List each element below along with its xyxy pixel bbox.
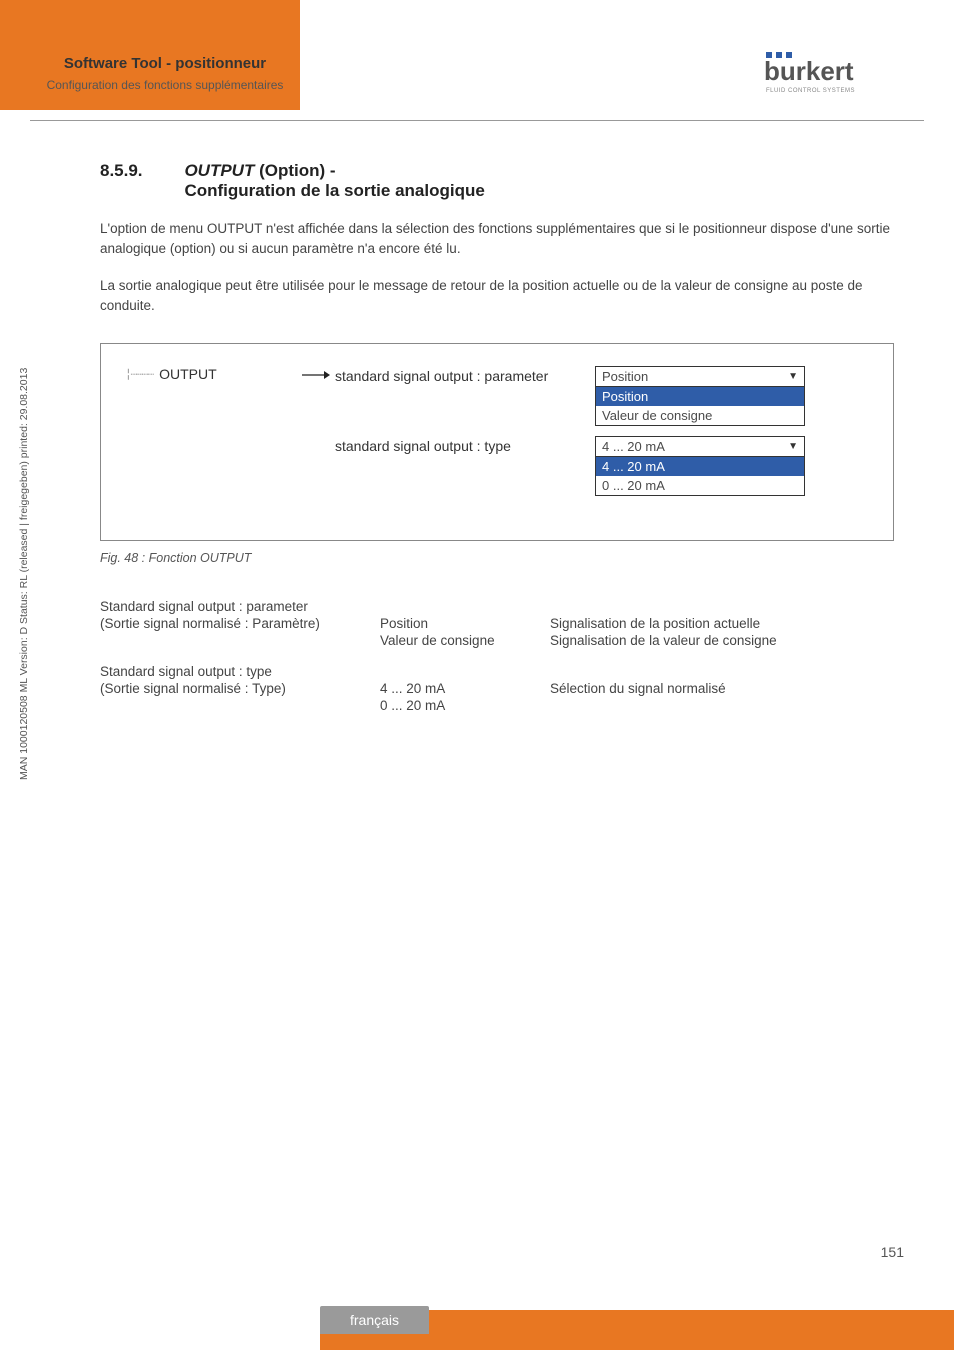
dropdown-type-opt-highlight[interactable]: 4 ... 20 mA <box>596 457 804 476</box>
logo-text: burkert <box>764 56 854 86</box>
def-row: Standard signal output : type <box>100 664 894 679</box>
paragraph-2: La sortie analogique peut être utilisée … <box>100 276 894 315</box>
page-number: 151 <box>881 1244 904 1260</box>
burkert-logo-icon: burkert FLUID CONTROL SYSTEMS <box>764 50 894 94</box>
section-title-r1: (Option) - <box>254 161 335 180</box>
section-title-r2: Configuration de la sortie analogique <box>184 181 484 200</box>
section-title-italic: OUTPUT <box>184 161 254 180</box>
dropdown-parameter-value: Position <box>602 369 648 384</box>
def-gap <box>100 650 894 664</box>
def-g2-l2c2: 4 ... 20 mA <box>380 681 550 696</box>
figure-caption: Fig. 48 : Fonction OUTPUT <box>100 551 894 565</box>
diagram-row-1: ╎┈┈┈┈ OUTPUT standard signal output : pa… <box>125 366 869 426</box>
def-g2-l2c1: (Sortie signal normalisé : Type) <box>100 681 380 696</box>
language-tab: français <box>320 1306 429 1334</box>
section-number: 8.5.9. <box>100 161 180 181</box>
logo-subtext: FLUID CONTROL SYSTEMS <box>766 88 855 94</box>
doc-subtitle: Configuration des fonctions supplémentai… <box>30 78 300 92</box>
main-content: 8.5.9. OUTPUT (Option) - Configuration d… <box>0 121 954 713</box>
section-heading: 8.5.9. OUTPUT (Option) - Configuration d… <box>100 161 894 201</box>
param-label-1: standard signal output : parameter <box>335 366 595 384</box>
def-g1-l2c1: (Sortie signal normalisé : Paramètre) <box>100 616 380 631</box>
dropdown-type-selected[interactable]: 4 ... 20 mA ▼ <box>596 437 804 457</box>
def-g1-l3c3: Signalisation de la valeur de consigne <box>550 633 894 648</box>
footer-orange-block: français <box>320 1310 954 1350</box>
header-block: Software Tool - positionneur Configurati… <box>30 55 300 92</box>
brand-logo: burkert FLUID CONTROL SYSTEMS <box>764 50 894 99</box>
def-row: (Sortie signal normalisé : Paramètre) Po… <box>100 616 894 631</box>
chevron-down-icon: ▼ <box>788 441 798 452</box>
def-row: (Sortie signal normalisé : Type) 4 ... 2… <box>100 681 894 696</box>
chevron-down-icon: ▼ <box>788 371 798 382</box>
tree-dots-icon: ╎┈┈┈┈ <box>125 368 153 381</box>
def-g2-l2c3: Sélection du signal normalisé <box>550 681 894 696</box>
def-g1-l2c3: Signalisation de la position actuelle <box>550 616 894 631</box>
dropdown-type-value: 4 ... 20 mA <box>602 439 665 454</box>
section-title: OUTPUT (Option) - Configuration de la so… <box>184 161 484 201</box>
def-g1-l1: Standard signal output : parameter <box>100 599 380 614</box>
arrow-icon <box>295 366 335 387</box>
paragraph-1: L'option de menu OUTPUT n'est affichée d… <box>100 219 894 258</box>
dropdown-parameter-opt-highlight[interactable]: Position <box>596 387 804 406</box>
dropdown-type-opt-2[interactable]: 0 ... 20 mA <box>596 476 804 495</box>
def-g1-l3c2: Valeur de consigne <box>380 633 550 648</box>
def-g1-l2c2: Position <box>380 616 550 631</box>
diagram-row-2: standard signal output : type 4 ... 20 m… <box>125 436 869 496</box>
def-g2-l3c2: 0 ... 20 mA <box>380 698 550 713</box>
def-g2-l1: Standard signal output : type <box>100 664 380 679</box>
footer-band: français <box>0 1310 954 1350</box>
dropdown-type[interactable]: 4 ... 20 mA ▼ 4 ... 20 mA 0 ... 20 mA <box>595 436 805 496</box>
side-meta-text: MAN 1000120508 ML Version: D Status: RL … <box>18 368 30 780</box>
definitions-block: Standard signal output : parameter (Sort… <box>100 599 894 713</box>
footer-white-block <box>0 1310 320 1350</box>
doc-title: Software Tool - positionneur <box>30 55 300 72</box>
param-label-2: standard signal output : type <box>335 436 595 454</box>
dropdown-parameter-selected[interactable]: Position ▼ <box>596 367 804 387</box>
def-row: Standard signal output : parameter <box>100 599 894 614</box>
tree-label: OUTPUT <box>159 366 217 382</box>
dropdown-parameter-opt-2[interactable]: Valeur de consigne <box>596 406 804 425</box>
def-row: Valeur de consigne Signalisation de la v… <box>100 633 894 648</box>
dropdown-parameter[interactable]: Position ▼ Position Valeur de consigne <box>595 366 805 426</box>
def-row: 0 ... 20 mA <box>100 698 894 713</box>
diagram-box: ╎┈┈┈┈ OUTPUT standard signal output : pa… <box>100 343 894 541</box>
tree-node: ╎┈┈┈┈ OUTPUT <box>125 366 295 382</box>
